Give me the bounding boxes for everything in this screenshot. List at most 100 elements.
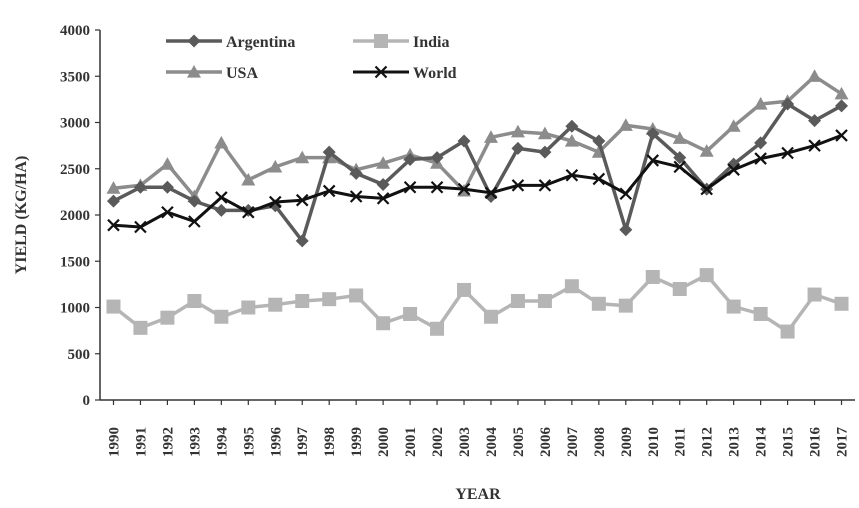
x-tick-label: 1995 — [241, 427, 257, 457]
data-point — [376, 192, 390, 205]
x-tick-label: 2014 — [754, 427, 770, 458]
data-point — [457, 182, 471, 196]
data-point — [107, 218, 120, 232]
x-tick-label: 2013 — [727, 427, 743, 457]
data-point — [295, 150, 310, 164]
data-point — [592, 172, 606, 186]
x-tick-label: 2008 — [592, 427, 608, 457]
data-point — [241, 300, 256, 315]
data-point — [322, 292, 337, 307]
data-point — [322, 145, 336, 159]
data-point — [510, 124, 525, 138]
legend-item-argentina: Argentina — [166, 34, 295, 51]
data-point — [214, 309, 229, 324]
data-point — [106, 299, 121, 314]
x-tick-label: 1999 — [349, 427, 365, 457]
data-point — [214, 203, 228, 217]
x-tick-label: 2005 — [511, 427, 527, 457]
legend-label: World — [413, 65, 457, 82]
x-tick-label: 1991 — [133, 427, 149, 457]
y-tick-label: 2000 — [60, 208, 90, 224]
data-point — [726, 119, 741, 132]
y-tick-label: 500 — [68, 347, 91, 363]
data-point — [430, 321, 445, 336]
data-point — [565, 119, 579, 133]
y-tick-label: 4000 — [60, 23, 90, 39]
x-tick-label: 2002 — [430, 427, 446, 457]
data-point — [403, 153, 417, 166]
data-point — [160, 157, 175, 170]
data-point — [106, 181, 121, 194]
x-tick-label: 2006 — [538, 427, 554, 458]
data-point — [214, 135, 229, 149]
data-point — [672, 131, 687, 144]
data-point — [565, 168, 579, 182]
data-point — [133, 180, 147, 194]
y-tick-label: 2500 — [60, 162, 90, 178]
series-india — [106, 268, 849, 339]
data-point — [457, 134, 471, 148]
data-point — [511, 141, 525, 155]
x-tick-label: 1994 — [214, 427, 230, 458]
data-point — [808, 139, 821, 152]
legend-marker — [374, 65, 388, 79]
data-point — [242, 205, 255, 219]
data-point — [295, 294, 310, 309]
data-point — [484, 186, 498, 200]
x-tick-label: 2000 — [376, 427, 392, 457]
legend-label: Argentina — [226, 34, 295, 51]
data-point — [753, 97, 768, 110]
data-point — [376, 156, 391, 169]
data-point — [106, 194, 120, 208]
data-point — [215, 191, 228, 204]
data-point — [537, 126, 552, 140]
data-point — [537, 294, 552, 309]
x-axis-title: YEAR — [455, 486, 501, 503]
data-point — [726, 299, 741, 314]
x-tick-label: 2009 — [619, 427, 635, 457]
y-tick-label: 1000 — [60, 301, 90, 317]
data-point — [727, 163, 740, 176]
data-point — [430, 151, 444, 165]
y-axis-title: YIELD (KG/HA) — [13, 156, 30, 275]
data-point — [700, 182, 713, 196]
legend: Argentina India USA World — [166, 34, 457, 82]
data-point — [268, 159, 283, 173]
data-point — [483, 309, 498, 324]
series-layer — [106, 69, 849, 339]
data-point — [134, 220, 147, 234]
data-point — [241, 172, 256, 186]
data-point — [188, 215, 201, 228]
data-point — [295, 193, 309, 207]
data-point — [781, 146, 794, 160]
data-point — [241, 203, 255, 217]
legend-marker — [187, 65, 201, 78]
data-point — [538, 179, 552, 192]
series-line-world — [113, 133, 843, 229]
data-point — [187, 194, 201, 208]
y-tick-label: 3500 — [60, 69, 90, 85]
y-tick-label: 3000 — [60, 116, 90, 132]
series-line-usa — [113, 74, 843, 199]
y-tick-label: 0 — [83, 393, 91, 409]
data-point — [753, 306, 768, 321]
data-point — [403, 180, 417, 194]
legend-marker — [374, 34, 388, 48]
data-point — [160, 180, 174, 194]
legend-item-usa: USA — [166, 65, 258, 82]
data-point — [457, 282, 472, 297]
x-tick-label: 1997 — [295, 427, 311, 458]
data-point — [834, 296, 849, 311]
legend-label: USA — [226, 65, 258, 82]
data-point — [808, 114, 822, 128]
legend-item-world: World — [353, 65, 457, 82]
x-tick-label: 2010 — [646, 427, 662, 457]
legend-marker — [187, 34, 201, 48]
data-point — [268, 297, 283, 312]
x-tick-label: 2017 — [835, 427, 851, 458]
data-point — [673, 160, 687, 174]
y-tick-label: 1500 — [60, 254, 90, 270]
data-point — [618, 298, 633, 313]
x-tick-label: 1992 — [160, 427, 176, 457]
data-point — [322, 184, 336, 198]
